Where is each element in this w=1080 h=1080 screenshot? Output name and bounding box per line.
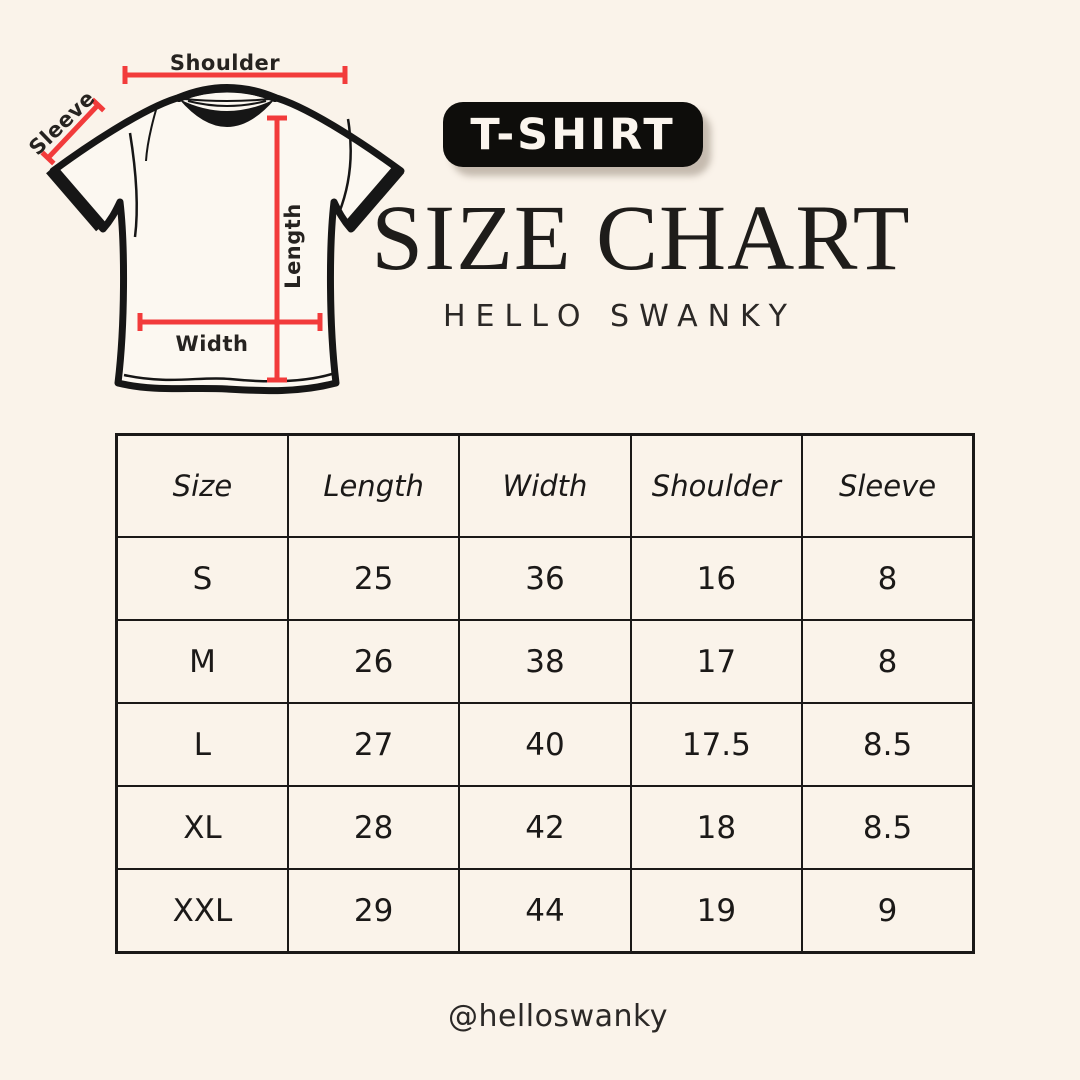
column-header-length: Length <box>286 433 461 538</box>
tshirt-illustration <box>40 66 405 395</box>
table-cell: 8 <box>801 536 975 621</box>
table-cell: 17 <box>629 619 804 704</box>
width-measure-label: Width <box>175 332 249 356</box>
length-arrow <box>267 115 287 383</box>
table-cell: 29 <box>286 868 461 954</box>
fold-line <box>337 118 353 214</box>
tshirt-badge: T-SHIRT <box>443 102 703 167</box>
table-cell: 42 <box>458 785 632 870</box>
table-cell: 9 <box>801 868 975 954</box>
table-cell: 28 <box>286 785 461 870</box>
table-cell: 8.5 <box>801 785 975 870</box>
table-row: XXL 29 44 19 9 <box>115 868 975 954</box>
table-cell: 40 <box>458 702 632 787</box>
size-cell: XL <box>115 785 289 870</box>
column-header-sleeve: Sleeve <box>801 433 975 538</box>
table-row: XL 28 42 18 8.5 <box>115 785 975 870</box>
table-cell: 8 <box>801 619 975 704</box>
column-header-size: Size <box>115 433 289 538</box>
size-cell: XXL <box>115 868 289 954</box>
table-cell: 27 <box>286 702 461 787</box>
size-chart-table: Size Length Width Shoulder Sleeve S 25 3… <box>115 433 975 954</box>
table-cell: 36 <box>458 536 632 621</box>
sleeve-arrow <box>40 97 106 166</box>
table-row: S 25 36 16 8 <box>115 536 975 621</box>
table-cell: 38 <box>458 619 632 704</box>
left-sleeve-cuff <box>46 164 106 232</box>
social-handle: @helloswanky <box>447 999 669 1034</box>
collar-wrinkle-line <box>187 100 267 107</box>
table-row: M 26 38 17 8 <box>115 619 975 704</box>
table-row: L 27 40 17.5 8.5 <box>115 702 975 787</box>
column-header-shoulder: Shoulder <box>629 433 804 538</box>
hem-line <box>123 372 333 383</box>
table-cell: 18 <box>629 785 804 870</box>
tshirt-collar <box>179 99 275 127</box>
page-title: SIZE CHART <box>371 187 911 290</box>
width-arrow <box>137 313 323 331</box>
table-cell: 26 <box>286 619 461 704</box>
table-cell: 16 <box>629 536 804 621</box>
size-cell: L <box>115 702 289 787</box>
table-cell: 44 <box>458 868 632 954</box>
length-measure-label: Length <box>281 203 305 289</box>
column-header-width: Width <box>458 433 632 538</box>
table-cell: 17.5 <box>629 702 804 787</box>
size-cell: S <box>115 536 289 621</box>
size-cell: M <box>115 619 289 704</box>
collar-wrinkle-line <box>183 98 271 102</box>
table-cell: 25 <box>286 536 461 621</box>
tshirt-neck-rim <box>175 84 279 102</box>
right-sleeve-cuff <box>344 164 404 232</box>
shoulder-measure-label: Shoulder <box>169 51 281 75</box>
fold-line <box>145 102 159 162</box>
shoulder-arrow <box>122 66 348 84</box>
brand-subtitle: HELLO SWANKY <box>443 299 797 334</box>
table-header-row: Size Length Width Shoulder Sleeve <box>115 433 975 538</box>
table-cell: 8.5 <box>801 702 975 787</box>
fold-line <box>128 132 139 238</box>
table-cell: 19 <box>629 868 804 954</box>
